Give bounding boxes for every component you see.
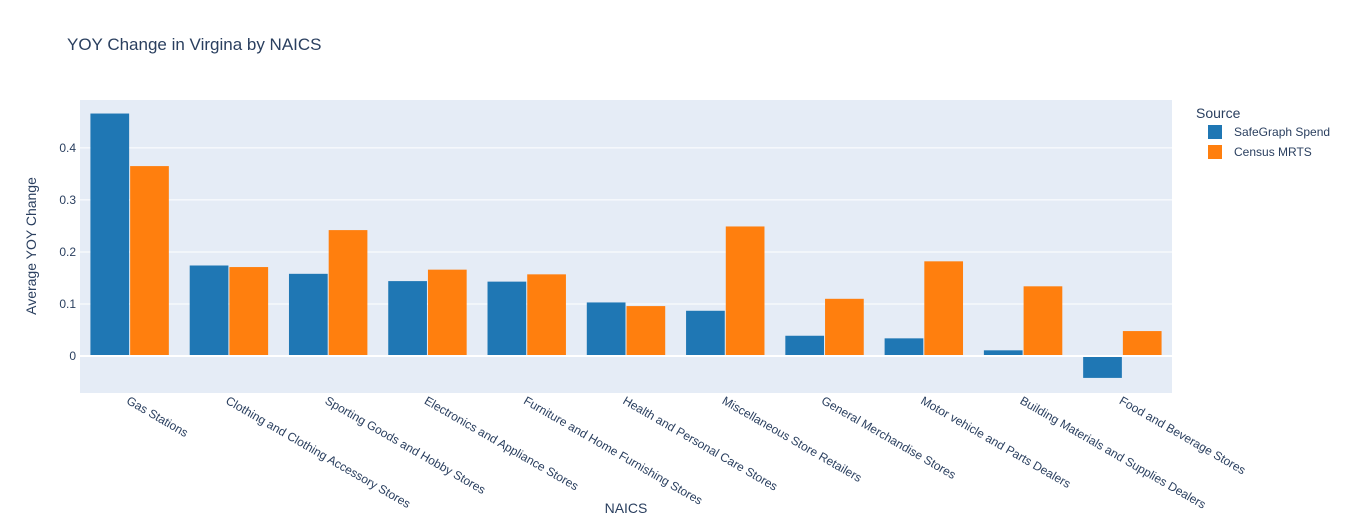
y-axis-title: Average YOY Change	[23, 177, 39, 315]
legend: Source SafeGraph Spend Census MRTS	[1196, 105, 1330, 159]
bar-census-0	[130, 166, 169, 357]
bar-safegraph-2	[288, 273, 328, 357]
y-tick-label: 0.2	[59, 245, 76, 259]
bar-census-3	[427, 269, 467, 357]
x-tick-label: Clothing and Clothing Accessory Stores	[223, 393, 413, 511]
bar-census-6	[725, 226, 765, 357]
bar-census-5	[626, 306, 666, 357]
bar-safegraph-0	[90, 113, 130, 357]
bar-safegraph-7	[785, 335, 825, 357]
bar-census-7	[825, 298, 864, 357]
bar-safegraph-1	[189, 265, 229, 357]
bar-census-9	[1023, 286, 1063, 357]
bar-safegraph-9	[983, 350, 1023, 357]
chart-title: YOY Change in Virgina by NAICS	[67, 35, 322, 54]
x-axis-ticks: Gas Stations Clothing and Clothing Access…	[124, 393, 1248, 511]
x-tick-label: Building Materials and Supplies Dealers	[1018, 393, 1209, 511]
bar-safegraph-10	[1083, 356, 1122, 378]
legend-title: Source	[1196, 105, 1241, 121]
legend-label-1: Census MRTS	[1234, 145, 1312, 159]
y-axis-ticks: 0 0.1 0.2 0.3 0.4	[59, 141, 76, 363]
bar-census-1	[229, 267, 269, 357]
y-tick-label: 0.4	[59, 141, 76, 155]
y-tick-label: 0.1	[59, 297, 76, 311]
bar-census-2	[328, 230, 368, 357]
x-tick-label: Electronics and Appliance Stores	[422, 393, 581, 493]
bar-census-8	[924, 261, 964, 357]
bar-safegraph-3	[388, 281, 427, 357]
bar-safegraph-4	[487, 281, 527, 357]
x-axis-title: NAICS	[605, 500, 648, 516]
x-tick-label: Gas Stations	[124, 393, 190, 439]
legend-swatch-0	[1208, 125, 1222, 139]
y-tick-label: 0	[69, 349, 76, 363]
x-tick-label: Health and Personal Care Stores	[621, 393, 781, 493]
x-tick-label: Sporting Goods and Hobby Stores	[323, 393, 488, 497]
bar-census-4	[527, 274, 566, 357]
bar-safegraph-8	[884, 338, 924, 357]
legend-swatch-1	[1208, 145, 1222, 159]
y-tick-label: 0.3	[59, 193, 76, 207]
bar-census-10	[1122, 331, 1162, 357]
bar-safegraph-5	[586, 302, 626, 357]
bars	[90, 113, 1162, 378]
legend-label-0: SafeGraph Spend	[1234, 125, 1330, 139]
x-tick-label: Furniture and Home Furnishing Stores	[521, 393, 705, 507]
bar-safegraph-6	[686, 310, 725, 357]
